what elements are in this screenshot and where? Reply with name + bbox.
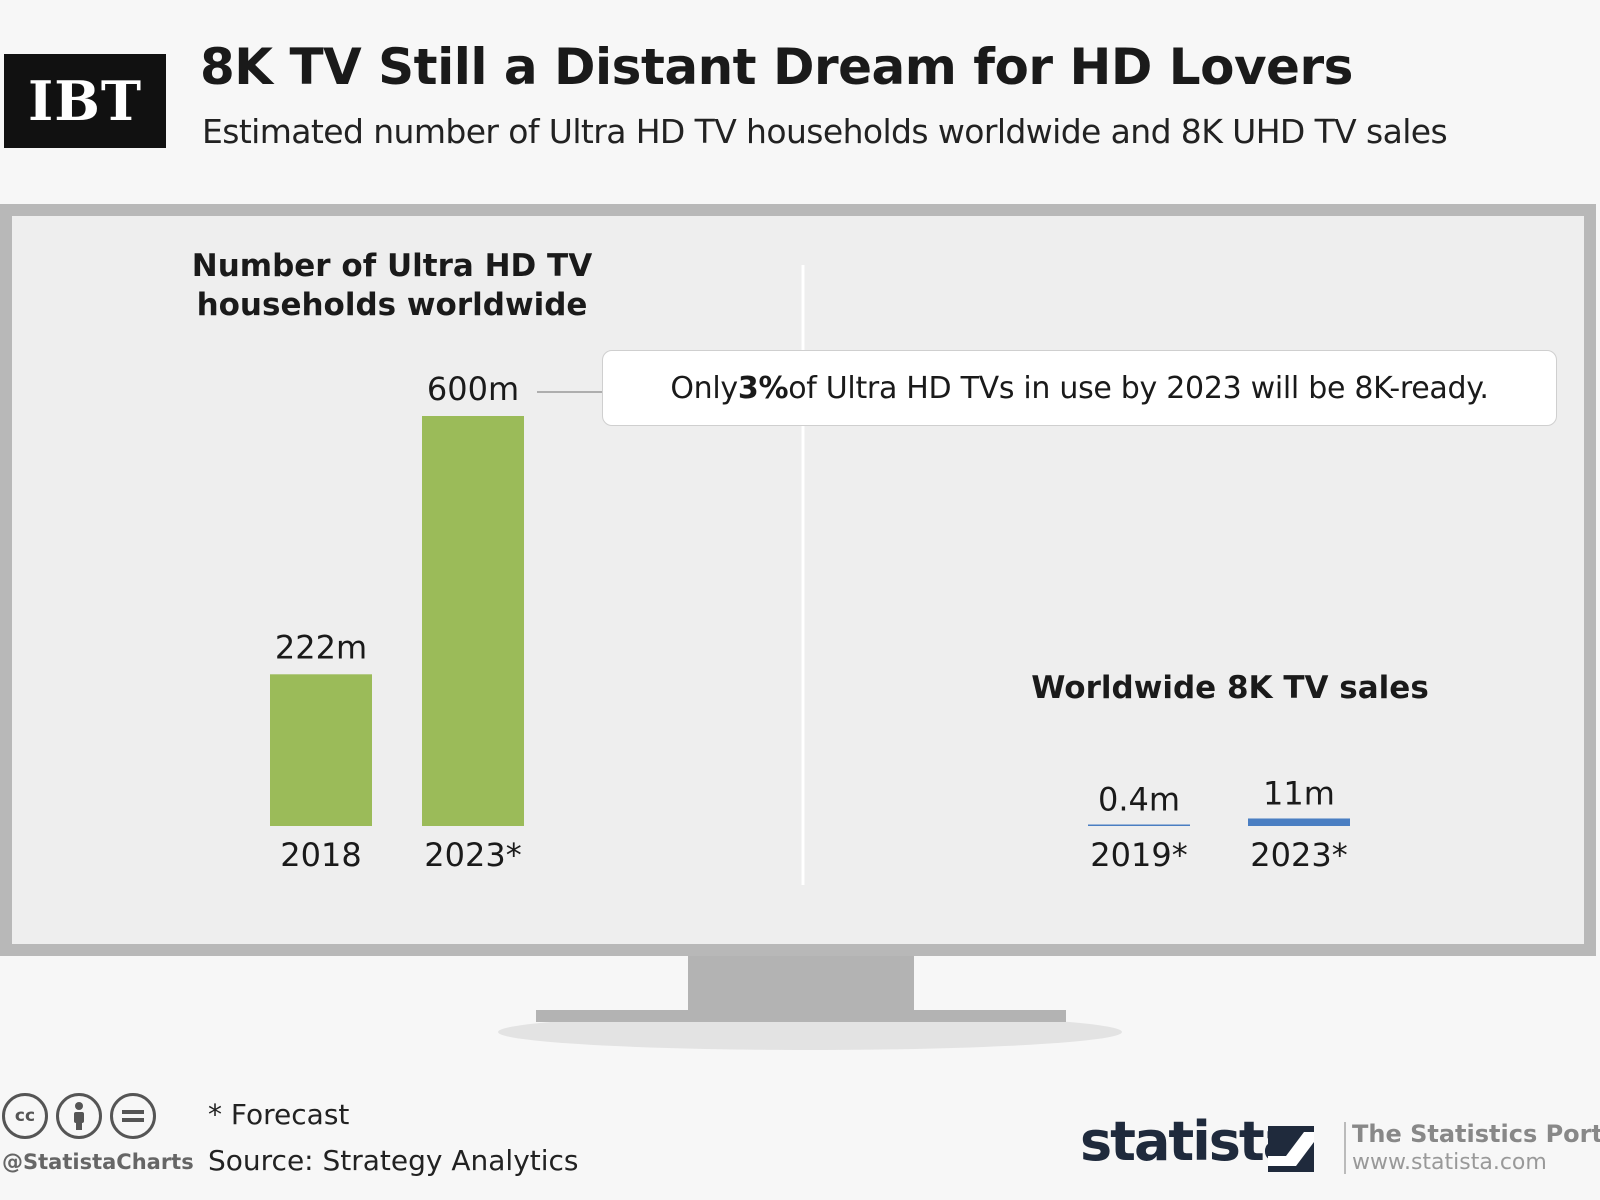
callout-prefix: Only	[670, 370, 738, 406]
portal-separator	[1344, 1122, 1346, 1174]
sales-category-label: 2023*	[1250, 836, 1347, 874]
callout-highlight: 3%	[737, 370, 789, 406]
sales-category-label: 2019*	[1090, 836, 1187, 874]
sales-value-label: 11m	[1263, 774, 1335, 812]
cc-icon: cc	[2, 1093, 48, 1139]
chart-title: 8K TV Still a Distant Dream for HD Lover…	[200, 38, 1353, 96]
no-derivatives-icon	[110, 1093, 156, 1139]
tv-stand-shadow	[498, 1014, 1122, 1050]
statista-handle: @StatistaCharts	[2, 1150, 194, 1174]
sales-bar-2023	[1248, 818, 1350, 826]
households-chart: Number of Ultra HD TV households worldwi…	[192, 248, 602, 874]
households-chart-title-line-1: Number of Ultra HD TV	[192, 248, 592, 284]
source-note: Source: Strategy Analytics	[208, 1144, 579, 1177]
callout-box: Only 3% of Ultra HD TVs in use by 2023 w…	[602, 350, 1557, 426]
logo-text: IBT	[27, 69, 143, 133]
statista-logo-text: statista	[1080, 1110, 1299, 1173]
households-category-label: 2023*	[424, 836, 521, 874]
sales-chart-title: Worldwide 8K TV sales	[1031, 670, 1429, 706]
sales-chart: Worldwide 8K TV sales 0.4m 2019* 11m 2023*	[1031, 670, 1429, 874]
attribution-icon	[56, 1093, 102, 1139]
forecast-footnote: * Forecast	[208, 1098, 350, 1131]
license-icons: cc	[2, 1093, 156, 1139]
households-category-label: 2018	[280, 836, 361, 874]
chart-subtitle: Estimated number of Ultra HD TV househol…	[202, 112, 1448, 151]
tv-stand-base	[536, 1010, 1066, 1022]
sales-bar-2019	[1088, 824, 1190, 826]
households-chart-title-line-2: households worldwide	[197, 287, 588, 323]
households-value-label: 222m	[275, 628, 367, 666]
households-bar-2023	[422, 416, 524, 826]
households-bar-2018	[270, 674, 372, 826]
statista-logo-icon	[1268, 1126, 1314, 1172]
portal-name: The Statistics Portal	[1352, 1120, 1600, 1148]
portal-url: www.statista.com	[1352, 1150, 1547, 1175]
callout-suffix: of Ultra HD TVs in use by 2023 will be 8…	[788, 370, 1489, 406]
sales-value-label: 0.4m	[1098, 781, 1180, 819]
ibt-logo: IBT	[4, 54, 166, 148]
tv-screen	[0, 204, 1596, 956]
households-value-label: 600m	[427, 370, 519, 408]
